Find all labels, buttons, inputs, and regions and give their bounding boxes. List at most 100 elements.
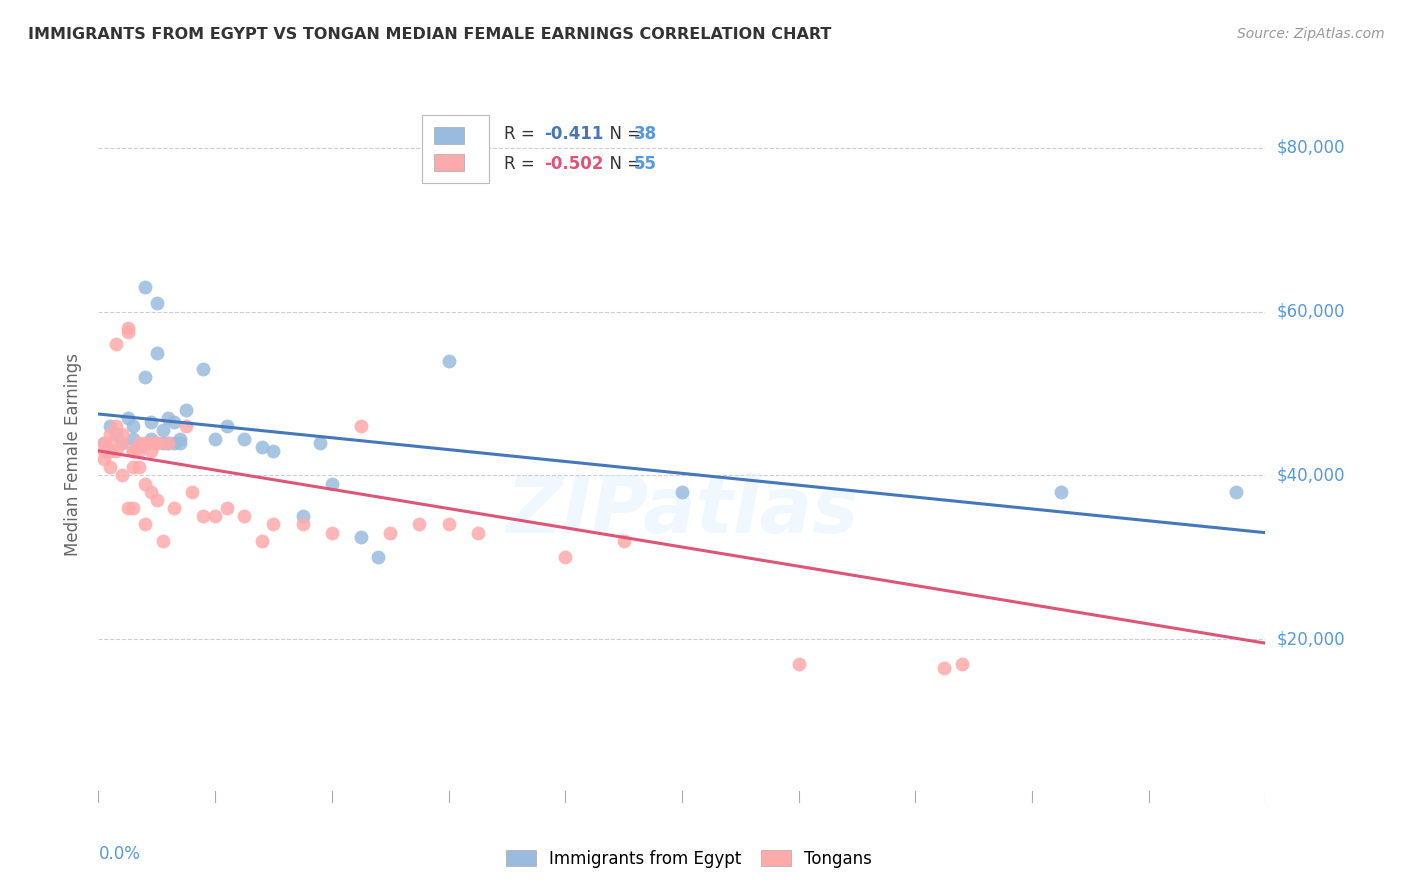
Point xyxy=(134,476,156,491)
Y-axis label: Median Female Earnings: Median Female Earnings xyxy=(65,353,83,557)
Text: $60,000: $60,000 xyxy=(1277,302,1346,321)
Point xyxy=(321,476,343,491)
Point xyxy=(122,443,145,458)
Point xyxy=(291,509,314,524)
Point xyxy=(309,435,332,450)
Point xyxy=(671,484,693,499)
Point xyxy=(250,440,273,454)
Point xyxy=(117,411,139,425)
Point xyxy=(787,657,810,671)
Legend: , : , xyxy=(422,115,488,184)
Text: -0.502: -0.502 xyxy=(544,155,603,173)
Point xyxy=(111,435,134,450)
Point xyxy=(98,419,121,434)
Point xyxy=(612,533,634,548)
Point xyxy=(98,443,121,458)
Text: 0.0%: 0.0% xyxy=(98,845,141,863)
Text: 55: 55 xyxy=(634,155,657,173)
Point xyxy=(117,321,139,335)
Point xyxy=(174,403,197,417)
Point xyxy=(174,419,197,434)
Point xyxy=(204,509,226,524)
Point xyxy=(193,362,215,376)
Text: R =: R = xyxy=(503,155,540,173)
Point xyxy=(98,435,121,450)
Point xyxy=(180,484,202,499)
Point xyxy=(950,657,973,671)
Point xyxy=(437,517,460,532)
Point xyxy=(408,517,430,532)
Point xyxy=(554,550,576,565)
Point xyxy=(146,345,169,359)
Point xyxy=(169,435,191,450)
Point xyxy=(367,550,389,565)
Point xyxy=(934,661,956,675)
Point xyxy=(146,435,169,450)
Point xyxy=(467,525,489,540)
Text: N =: N = xyxy=(599,126,647,144)
Point xyxy=(262,517,284,532)
Point xyxy=(128,443,150,458)
Point xyxy=(93,452,115,467)
Legend: Immigrants from Egypt, Tongans: Immigrants from Egypt, Tongans xyxy=(499,844,879,875)
Point xyxy=(104,419,127,434)
Point xyxy=(233,509,256,524)
Point xyxy=(163,435,186,450)
Point xyxy=(134,280,156,294)
Point xyxy=(98,460,121,475)
Point xyxy=(215,419,238,434)
Point xyxy=(117,325,139,339)
Point xyxy=(111,427,134,442)
Point xyxy=(128,460,150,475)
Point xyxy=(163,501,186,516)
Point xyxy=(350,419,373,434)
Point xyxy=(98,427,121,442)
Point xyxy=(122,460,145,475)
Point xyxy=(233,432,256,446)
Point xyxy=(93,435,115,450)
Text: IMMIGRANTS FROM EGYPT VS TONGAN MEDIAN FEMALE EARNINGS CORRELATION CHART: IMMIGRANTS FROM EGYPT VS TONGAN MEDIAN F… xyxy=(28,27,831,42)
Point xyxy=(193,509,215,524)
Text: $80,000: $80,000 xyxy=(1277,139,1346,157)
Point xyxy=(139,484,162,499)
Point xyxy=(134,370,156,384)
Point xyxy=(128,435,150,450)
Point xyxy=(93,435,115,450)
Text: N =: N = xyxy=(599,155,647,173)
Point xyxy=(122,432,145,446)
Point xyxy=(204,432,226,446)
Point xyxy=(122,419,145,434)
Point xyxy=(104,337,127,351)
Point xyxy=(111,468,134,483)
Point xyxy=(152,435,174,450)
Point xyxy=(122,443,145,458)
Text: 38: 38 xyxy=(634,126,658,144)
Text: $40,000: $40,000 xyxy=(1277,467,1346,484)
Point xyxy=(146,296,169,310)
Point xyxy=(157,435,180,450)
Point xyxy=(321,525,343,540)
Point xyxy=(134,517,156,532)
Point xyxy=(169,432,191,446)
Point xyxy=(146,435,169,450)
Point xyxy=(146,492,169,507)
Point xyxy=(163,415,186,429)
Point xyxy=(139,435,162,450)
Point xyxy=(139,415,162,429)
Point xyxy=(128,440,150,454)
Point xyxy=(139,443,162,458)
Point xyxy=(139,432,162,446)
Point xyxy=(250,533,273,548)
Point xyxy=(291,517,314,532)
Text: $20,000: $20,000 xyxy=(1277,630,1346,648)
Point xyxy=(157,411,180,425)
Point xyxy=(157,435,180,450)
Point xyxy=(1225,484,1247,499)
Text: ZIPatlas: ZIPatlas xyxy=(506,473,858,549)
Point xyxy=(378,525,402,540)
Point xyxy=(111,435,134,450)
Point xyxy=(1050,484,1073,499)
Text: -0.411: -0.411 xyxy=(544,126,603,144)
Point xyxy=(152,423,174,437)
Point xyxy=(104,443,127,458)
